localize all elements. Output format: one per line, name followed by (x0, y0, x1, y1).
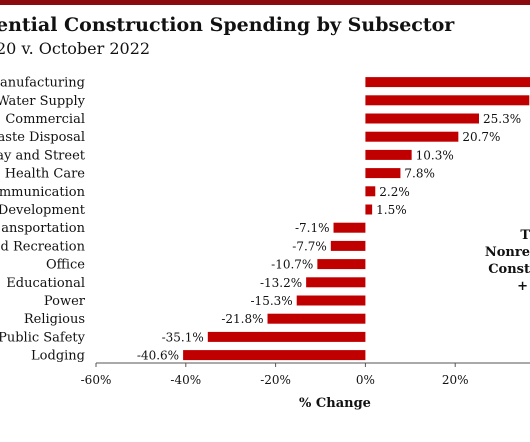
x-axis-ticks: -60% -40% -20% 0% 20% (81, 363, 469, 387)
bar (365, 204, 373, 215)
x-tick-label: -20% (260, 373, 291, 387)
bar (267, 313, 366, 324)
category-label: mmunication (0, 185, 86, 200)
data-label: 20.7% (462, 130, 500, 144)
data-label: -10.7% (271, 258, 313, 272)
category-labels: anufacturing Water Supply Commercial aste D… (0, 76, 86, 364)
category-label: Office (46, 258, 85, 273)
category-label: Religious (24, 312, 85, 327)
bar (365, 168, 401, 179)
bar (330, 240, 366, 251)
data-label: -7.1% (295, 221, 330, 235)
bar (333, 222, 366, 233)
category-label: Water Supply (0, 94, 86, 109)
category-label: ay and Street (0, 148, 86, 163)
total-annotation-line-2: Nonre (484, 245, 530, 260)
total-annotation-line-1: T (520, 228, 530, 243)
chart-subtitle: 20 v. October 2022 (0, 39, 151, 58)
data-label: -40.6% (137, 349, 179, 363)
category-label: Power (44, 294, 86, 309)
bar (365, 131, 459, 142)
category-label: ansportation (1, 221, 85, 236)
top-accent-bar (0, 0, 530, 5)
x-tick-label: 20% (442, 373, 469, 387)
category-label: Health Care (5, 167, 86, 182)
category-label: Commercial (5, 112, 85, 127)
bar (317, 259, 366, 270)
data-labels: 25.3% 20.7% 10.3% 7.8% 2.2% 1.5% -7.1% -7.7% -10… (137, 112, 521, 363)
bar (306, 277, 366, 288)
chart-title: ential Construction Spending by Subsecto… (0, 14, 455, 36)
category-label: Development (0, 203, 86, 218)
data-label: 10.3% (416, 148, 454, 162)
category-label: anufacturing (0, 76, 85, 91)
category-label: Educational (6, 276, 85, 291)
category-label: d Recreation (1, 239, 86, 254)
category-label: Public Safety (0, 330, 86, 345)
data-label: 2.2% (379, 185, 410, 199)
data-label: -13.2% (260, 276, 302, 290)
bar (183, 350, 366, 361)
bar (365, 95, 530, 106)
bar (365, 113, 479, 124)
x-tick-label: -40% (170, 373, 201, 387)
x-tick-label: 0% (356, 373, 375, 387)
data-label: 1.5% (376, 203, 407, 217)
bar (365, 186, 376, 197)
category-label: Lodging (31, 349, 85, 364)
data-label: -15.3% (251, 294, 293, 308)
x-axis-title: % Change (299, 396, 371, 411)
data-label: -35.1% (162, 330, 204, 344)
data-label: -7.7% (292, 239, 327, 253)
category-label: aste Disposal (0, 130, 85, 145)
data-label: 25.3% (483, 112, 521, 126)
bar (365, 77, 530, 88)
total-annotation-line-4: + (517, 279, 528, 294)
data-label: -21.8% (221, 312, 263, 326)
bar (365, 149, 412, 160)
bar (296, 295, 366, 306)
bar-series (183, 77, 530, 361)
data-label: 7.8% (404, 167, 435, 181)
bar (207, 331, 366, 342)
x-tick-label: -60% (81, 373, 112, 387)
total-annotation-line-3: Const (488, 262, 530, 277)
